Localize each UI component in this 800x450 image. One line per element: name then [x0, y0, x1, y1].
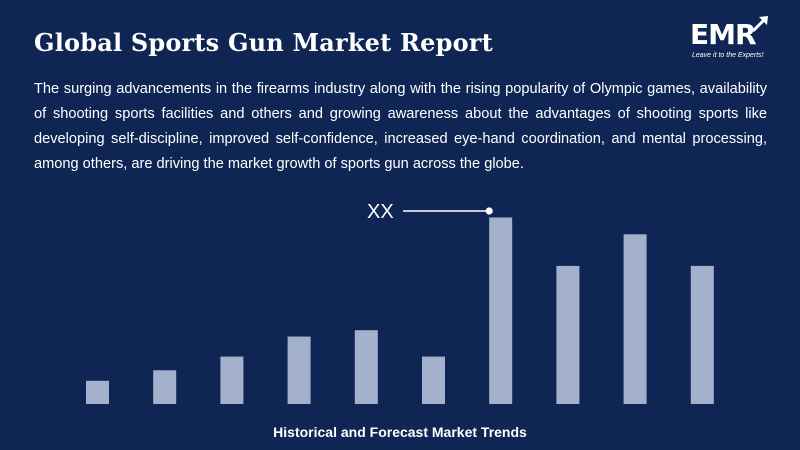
chart-bar-4 [287, 336, 311, 404]
chart-bar-8 [556, 265, 580, 404]
chart-bar-6 [422, 356, 445, 404]
chart-x-axis-label: Historical and Forecast Market Trends [273, 424, 527, 440]
logo-text: EMR [690, 18, 757, 51]
arrow-up-right-icon [751, 16, 768, 33]
report-description: The surging advancements in the firearms… [34, 81, 767, 172]
logo-tagline: Leave it to the Experts! [692, 52, 764, 59]
annotation-label: XX [367, 201, 394, 223]
chart-bar-9 [623, 234, 647, 404]
emr-logo: EMR Leave it to the Experts! [686, 14, 772, 66]
annotation-dot [485, 207, 493, 215]
chart-bar-2 [153, 370, 177, 404]
chart-bar-1 [86, 380, 109, 404]
chart-bar-5 [354, 330, 378, 404]
chart-bar-7 [489, 217, 513, 404]
chart-bar-10 [690, 265, 714, 404]
chart-bar-3 [220, 356, 244, 404]
page-title: Global Sports Gun Market Report [34, 28, 493, 57]
market-trend-bar-chart: XX [86, 201, 714, 404]
